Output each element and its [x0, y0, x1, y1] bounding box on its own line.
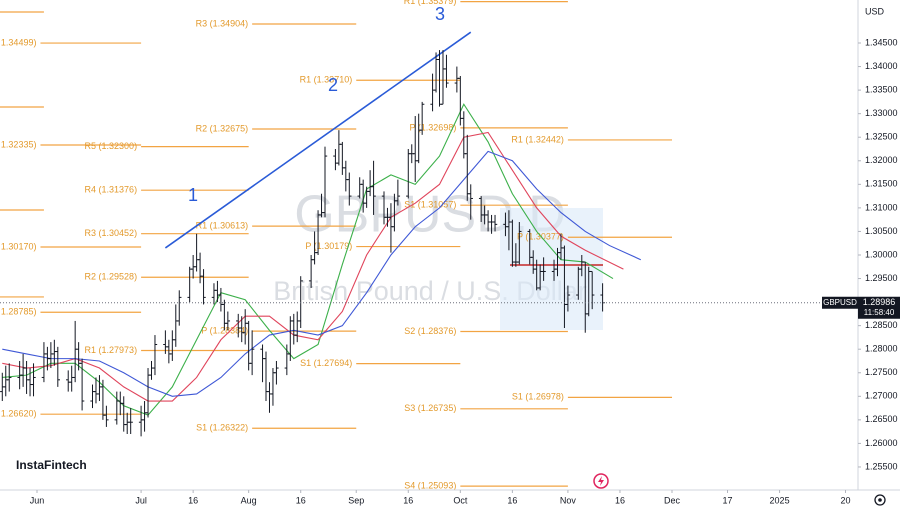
- pivot-label: 1.30170): [1, 241, 37, 251]
- pivot-label: 1.26620): [1, 409, 37, 419]
- pivot-label: R1 (1.35379): [404, 0, 457, 6]
- alert-icon-ring: [593, 473, 609, 489]
- wave-label: 2: [328, 75, 338, 95]
- y-tick-label: 1.26500: [865, 414, 898, 424]
- x-tick-label: 16: [615, 495, 625, 505]
- pivot-label: 1.34499): [1, 37, 37, 47]
- pivot-label: 1.28785): [1, 307, 37, 317]
- pivot-label: R3 (1.30452): [85, 228, 138, 238]
- x-tick-label: Jul: [135, 495, 147, 505]
- wave-label: 1: [188, 185, 198, 205]
- pivot-label: S1 (1.31057): [404, 200, 456, 210]
- symbol-tag: GBPUSD: [823, 298, 857, 307]
- y-tick-label: 1.30500: [865, 226, 898, 236]
- x-tick-label: 17: [723, 495, 733, 505]
- pivot-label: R1 (1.33710): [300, 75, 353, 85]
- wave-label: 3: [435, 4, 445, 24]
- y-tick-label: 1.28500: [865, 320, 898, 330]
- y-tick-label: 1.25500: [865, 461, 898, 471]
- x-tick-label: Aug: [241, 495, 257, 505]
- pivot-label: S4 (1.25093): [404, 481, 456, 491]
- y-tick-label: 1.28000: [865, 344, 898, 354]
- y-tick-label: 1.31500: [865, 179, 898, 189]
- pivot-label: S1 (1.26978): [512, 392, 564, 402]
- pivot-label: P (1.28384): [201, 325, 248, 335]
- pivot-label: S1 (1.27694): [300, 358, 352, 368]
- plot-area: GBPUSD,D British Pound / U.S. Dollar 1.3…: [0, 0, 858, 491]
- x-tick-label: Jun: [30, 495, 45, 505]
- y-tick-label: 1.33000: [865, 108, 898, 118]
- x-tick-label: Dec: [664, 495, 681, 505]
- y-tick-label: 1.32000: [865, 155, 898, 165]
- x-tick-label: Sep: [348, 495, 364, 505]
- pivot-label: R1 (1.32442): [511, 134, 564, 144]
- y-tick-label: 1.33500: [865, 84, 898, 94]
- x-tick-label: 16: [188, 495, 198, 505]
- pivot-label: 1.32335): [1, 139, 37, 149]
- pivot-label: P (1.32698): [409, 122, 456, 132]
- x-tick-label: 16: [296, 495, 306, 505]
- x-tick-label: Oct: [453, 495, 468, 505]
- y-tick-label: 1.30000: [865, 249, 898, 259]
- y-tick-label: 1.26000: [865, 438, 898, 448]
- x-tick-label: 16: [507, 495, 517, 505]
- pivot-label: S1 (1.26322): [196, 423, 248, 433]
- currency-label: USD: [865, 6, 885, 16]
- y-tick-label: 1.34500: [865, 37, 898, 47]
- y-tick-label: 1.27500: [865, 367, 898, 377]
- y-tick-label: 1.31000: [865, 202, 898, 212]
- pivot-label: S3 (1.26735): [404, 403, 456, 413]
- trend-line: [164, 31, 472, 249]
- volume-profile-area: [500, 208, 603, 330]
- alert-icon-bolt: [598, 476, 604, 486]
- y-tick-label: 1.32500: [865, 132, 898, 142]
- moving-average: [2, 131, 624, 402]
- brand-name: InstaFintech: [16, 458, 87, 472]
- pivot-label: R1 (1.30613): [196, 220, 249, 230]
- pivot-label: R2 (1.32675): [196, 123, 249, 133]
- pivot-label: S2 (1.28376): [404, 326, 456, 336]
- y-tick-label: 1.27000: [865, 391, 898, 401]
- pivot-label: R4 (1.31376): [85, 185, 138, 195]
- last-price-label: 1.28986: [863, 297, 896, 307]
- moving-average: [2, 103, 614, 416]
- symbol-tag-bg: [822, 296, 858, 309]
- y-tick-label: 1.29500: [865, 273, 898, 283]
- brand-logo: InstaFintech: [16, 458, 87, 472]
- pivot-label: R2 (1.29528): [85, 272, 138, 282]
- last-price-box: [858, 296, 900, 319]
- moving-average: [2, 150, 642, 397]
- y-tick-label: 1.34000: [865, 61, 898, 71]
- settings-icon-center: [878, 498, 882, 502]
- countdown-label: 11:58:40: [864, 308, 895, 317]
- alert-icon[interactable]: [593, 473, 609, 489]
- x-tick-label: 20: [841, 495, 851, 505]
- settings-icon-ring: [874, 494, 886, 506]
- x-tick-label: 2025: [770, 495, 790, 505]
- pivot-label: P (1.30179): [305, 241, 352, 251]
- pivot-label: R1 (1.27973): [85, 345, 138, 355]
- pivot-label: R5 (1.32300): [85, 141, 138, 151]
- settings-icon[interactable]: [874, 494, 886, 506]
- x-tick-label: Nov: [560, 495, 577, 505]
- x-tick-label: 16: [403, 495, 413, 505]
- pivot-label: R3 (1.34904): [196, 18, 249, 28]
